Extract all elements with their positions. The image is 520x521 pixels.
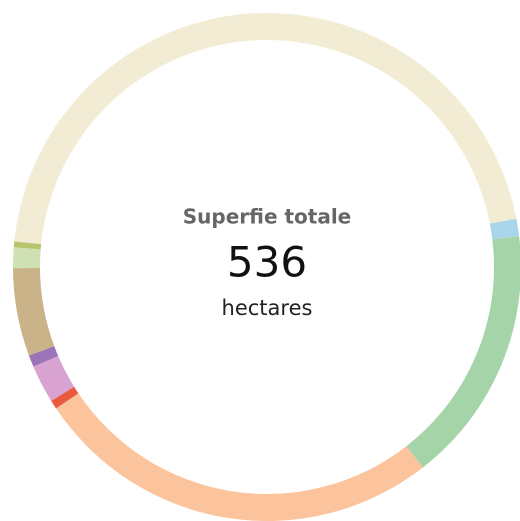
donut-segment <box>489 218 520 240</box>
center-title: Superfie totale <box>183 205 352 229</box>
donut-segment <box>14 13 517 245</box>
donut-segment <box>51 386 79 409</box>
donut-segment <box>13 247 41 269</box>
donut-segment <box>28 346 59 367</box>
center-unit: hectares <box>222 296 313 320</box>
donut-segment <box>13 241 42 250</box>
donut-segment <box>406 236 520 468</box>
donut-segment <box>13 268 55 356</box>
donut-segment <box>56 393 423 521</box>
donut-segment <box>33 356 75 401</box>
donut-ring <box>13 13 520 521</box>
center-total: 536 <box>227 238 307 287</box>
